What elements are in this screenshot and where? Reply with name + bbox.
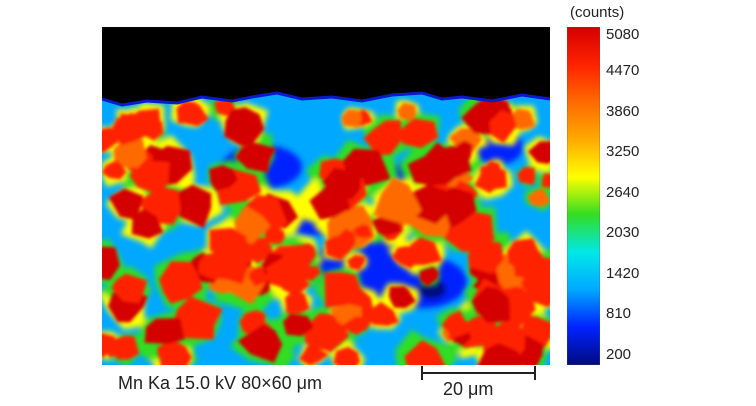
colorbar-tick-label: 200 xyxy=(606,346,632,363)
colorbar-tick-label: 3860 xyxy=(606,103,640,120)
colorbar-unit-label: (counts) xyxy=(570,4,625,21)
colorbar-tick-label: 1420 xyxy=(606,265,640,282)
sample-surface-edge xyxy=(102,91,550,107)
colorbar xyxy=(566,26,601,366)
high-count-grains xyxy=(102,93,550,365)
colorbar-tick-label: 4470 xyxy=(606,62,640,79)
colorbar-tick-label: 3250 xyxy=(606,143,640,160)
colorbar-gradient xyxy=(566,26,601,366)
scale-bar xyxy=(421,366,536,380)
colorbar-tick-label: 2030 xyxy=(606,224,640,241)
elemental-map-image xyxy=(102,27,550,365)
colorbar-tick-label: 810 xyxy=(606,305,632,322)
colorbar-tick-label: 5080 xyxy=(606,26,640,43)
scale-bar-label: 20 μm xyxy=(443,379,494,399)
acquisition-caption: Mn Ka 15.0 kV 80×60 μm xyxy=(118,373,322,393)
colorbar-tick-label: 2640 xyxy=(606,184,640,201)
